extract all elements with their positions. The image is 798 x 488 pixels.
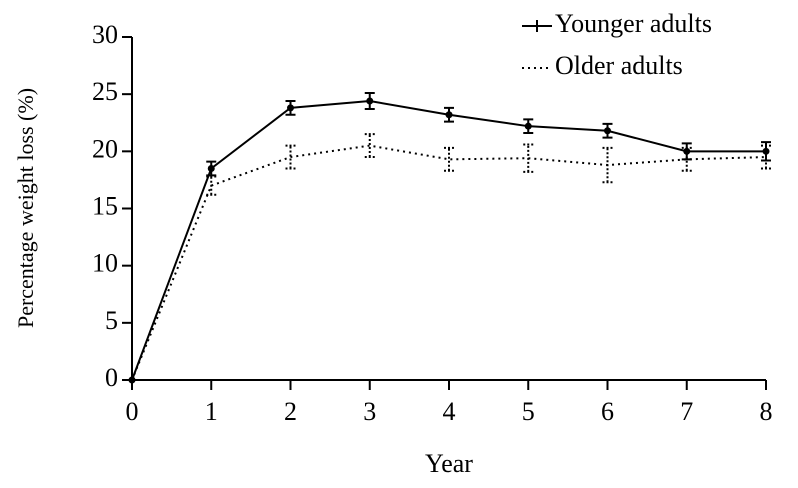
legend-label: Younger adults (555, 9, 712, 38)
error-bar (681, 146, 692, 172)
marker (366, 97, 374, 105)
error-bar (206, 175, 217, 196)
y-tick-label: 10 (92, 249, 118, 278)
error-bar (444, 146, 454, 172)
error-bar (761, 144, 771, 170)
y-tick-label: 5 (105, 306, 118, 335)
marker (683, 147, 691, 155)
marker (524, 122, 532, 130)
x-tick-label: 8 (760, 397, 773, 426)
series-line (131, 144, 767, 381)
marker (604, 127, 611, 135)
error-bar (285, 144, 296, 170)
x-axis-label: Year (425, 449, 473, 478)
error-bar (364, 133, 375, 159)
marker (287, 104, 294, 112)
series-line (131, 100, 766, 381)
y-axis-label: Percentage weight loss (%) (13, 88, 38, 328)
error-bar (602, 146, 613, 184)
x-tick-label: 3 (363, 397, 376, 426)
x-tick-label: 7 (680, 397, 693, 426)
y-tick-label: 20 (92, 134, 118, 163)
x-tick-label: 5 (522, 397, 535, 426)
x-tick-label: 1 (205, 397, 218, 426)
x-tick-label: 6 (601, 397, 614, 426)
marker (445, 111, 453, 119)
y-tick-label: 15 (92, 191, 118, 220)
y-tick-label: 30 (92, 20, 118, 49)
x-tick-label: 4 (443, 397, 456, 426)
x-tick-label: 0 (126, 397, 139, 426)
error-bar (523, 143, 534, 173)
y-tick-label: 0 (105, 363, 118, 392)
marker (207, 164, 215, 172)
x-tick-label: 2 (284, 397, 297, 426)
legend-label: Older adults (555, 51, 683, 80)
y-tick-label: 25 (92, 77, 118, 106)
